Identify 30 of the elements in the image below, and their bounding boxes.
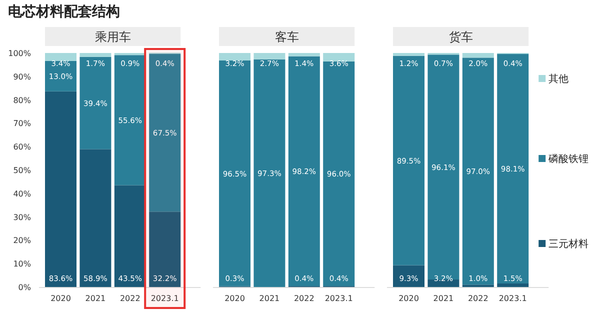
x-tick-label: 2022 — [468, 294, 488, 303]
x-tick-label: 2023.1 — [150, 294, 179, 303]
x-tick-label: 2023.1 — [324, 294, 353, 303]
x-tick-label: 2020 — [398, 294, 419, 303]
x-tick-label: 2021 — [433, 294, 454, 303]
legend-label: 磷酸铁锂 — [548, 153, 589, 165]
chart-subtitle: 货车 — [448, 30, 473, 44]
x-tick-label: 2020 — [50, 294, 71, 303]
x-tick-label: 2022 — [294, 294, 314, 303]
chart-subtitle: 乘用车 — [94, 30, 131, 44]
y-tick-label: 40% — [13, 189, 32, 198]
legend-label: 三元材料 — [548, 238, 589, 250]
x-tick-label: 2022 — [120, 294, 140, 303]
x-tick-label: 2023.1 — [498, 294, 527, 303]
x-tick-label: 2020 — [224, 294, 245, 303]
y-tick-label: 20% — [13, 236, 32, 246]
y-tick-label: 30% — [13, 212, 32, 222]
legend-label: 其他 — [548, 73, 569, 85]
y-tick-label: 60% — [13, 142, 32, 152]
y-tick-label: 50% — [13, 166, 32, 175]
x-tick-label: 2021 — [85, 294, 106, 303]
chart-subtitle: 客车 — [274, 30, 299, 44]
y-tick-label: 0% — [18, 283, 32, 292]
y-tick-label: 70% — [13, 119, 32, 128]
x-tick-label: 2021 — [259, 294, 280, 303]
y-tick-label: 90% — [13, 72, 32, 82]
chart-title: 电芯材料配套结构 — [8, 4, 120, 20]
y-tick-label: 10% — [13, 260, 32, 269]
y-tick-label: 80% — [13, 96, 32, 105]
y-tick-label: 100% — [8, 49, 32, 58]
